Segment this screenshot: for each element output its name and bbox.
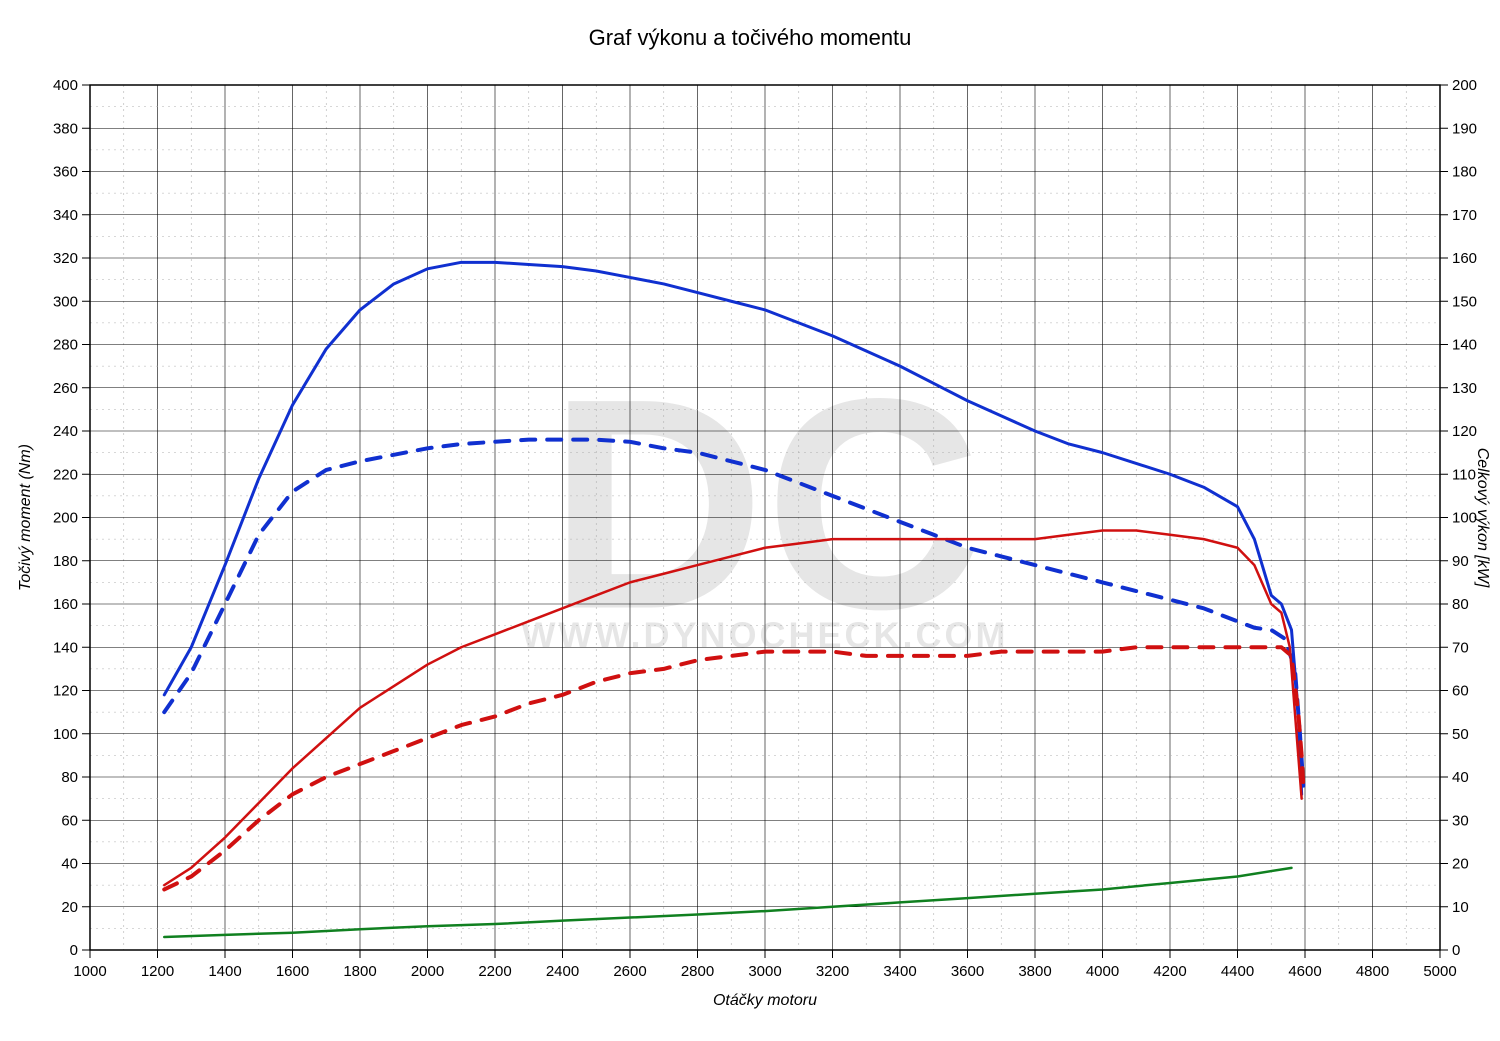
y-left-tick-label: 20 [61, 899, 78, 916]
y-right-tick-label: 140 [1452, 337, 1477, 354]
x-tick-label: 2000 [411, 963, 444, 980]
grid [90, 85, 1440, 950]
y-left-tick-label: 60 [61, 812, 78, 829]
y-right-axis-label: Celkový výkon [kW] [1474, 448, 1491, 588]
x-tick-label: 1800 [343, 963, 376, 980]
y-right-tick-label: 90 [1452, 553, 1469, 570]
y-left-tick-label: 320 [53, 250, 78, 267]
y-left-tick-label: 100 [53, 726, 78, 743]
y-right-tick-label: 200 [1452, 77, 1477, 94]
x-tick-label: 2400 [546, 963, 579, 980]
x-tick-label: 3400 [883, 963, 916, 980]
y-left-tick-label: 260 [53, 380, 78, 397]
y-right-tick-label: 40 [1452, 769, 1469, 786]
x-tick-label: 3800 [1018, 963, 1051, 980]
y-left-tick-label: 160 [53, 596, 78, 613]
y-right-tick-label: 60 [1452, 683, 1469, 700]
y-right-tick-label: 80 [1452, 596, 1469, 613]
y-left-tick-label: 280 [53, 337, 78, 354]
y-left-tick-label: 0 [70, 942, 78, 959]
dyno-chart: Graf výkonu a točivého momentuDCWWW.DYNO… [0, 0, 1500, 1041]
y-left-tick-label: 220 [53, 466, 78, 483]
y-left-tick-label: 40 [61, 856, 78, 873]
x-tick-label: 3200 [816, 963, 849, 980]
y-left-tick-label: 360 [53, 164, 78, 181]
y-left-axis-label: Točivý moment (Nm) [17, 444, 34, 591]
y-right-tick-label: 190 [1452, 120, 1477, 137]
y-right-tick-label: 100 [1452, 510, 1477, 527]
y-left-tick-label: 80 [61, 769, 78, 786]
x-tick-label: 3000 [748, 963, 781, 980]
y-left-tick-label: 120 [53, 683, 78, 700]
x-tick-label: 4200 [1153, 963, 1186, 980]
y-right-tick-label: 130 [1452, 380, 1477, 397]
y-right-tick-label: 70 [1452, 639, 1469, 656]
y-right-tick-label: 150 [1452, 293, 1477, 310]
y-right-tick-label: 160 [1452, 250, 1477, 267]
x-tick-label: 2200 [478, 963, 511, 980]
y-right-tick-label: 0 [1452, 942, 1460, 959]
x-tick-label: 5000 [1423, 963, 1456, 980]
x-tick-label: 1000 [73, 963, 106, 980]
chart-title: Graf výkonu a točivého momentu [589, 25, 912, 50]
x-tick-label: 4400 [1221, 963, 1254, 980]
y-right-tick-label: 20 [1452, 856, 1469, 873]
y-right-tick-label: 30 [1452, 812, 1469, 829]
y-left-tick-label: 140 [53, 639, 78, 656]
y-left-tick-label: 300 [53, 293, 78, 310]
x-tick-label: 2600 [613, 963, 646, 980]
y-left-tick-label: 180 [53, 553, 78, 570]
x-tick-label: 4800 [1356, 963, 1389, 980]
y-right-tick-label: 10 [1452, 899, 1469, 916]
y-right-tick-label: 120 [1452, 423, 1477, 440]
y-right-tick-label: 170 [1452, 207, 1477, 224]
y-left-tick-label: 340 [53, 207, 78, 224]
x-tick-label: 4600 [1288, 963, 1321, 980]
x-tick-label: 2800 [681, 963, 714, 980]
y-right-tick-label: 50 [1452, 726, 1469, 743]
y-right-tick-label: 110 [1452, 466, 1476, 483]
x-tick-label: 3600 [951, 963, 984, 980]
y-left-tick-label: 380 [53, 120, 78, 137]
x-axis-label: Otáčky motoru [713, 992, 817, 1009]
x-tick-label: 4000 [1086, 963, 1119, 980]
y-right-tick-label: 180 [1452, 164, 1477, 181]
x-tick-label: 1600 [276, 963, 309, 980]
y-left-tick-label: 200 [53, 510, 78, 527]
y-left-tick-label: 400 [53, 77, 78, 94]
x-tick-label: 1400 [208, 963, 241, 980]
y-left-tick-label: 240 [53, 423, 78, 440]
x-tick-label: 1200 [141, 963, 174, 980]
